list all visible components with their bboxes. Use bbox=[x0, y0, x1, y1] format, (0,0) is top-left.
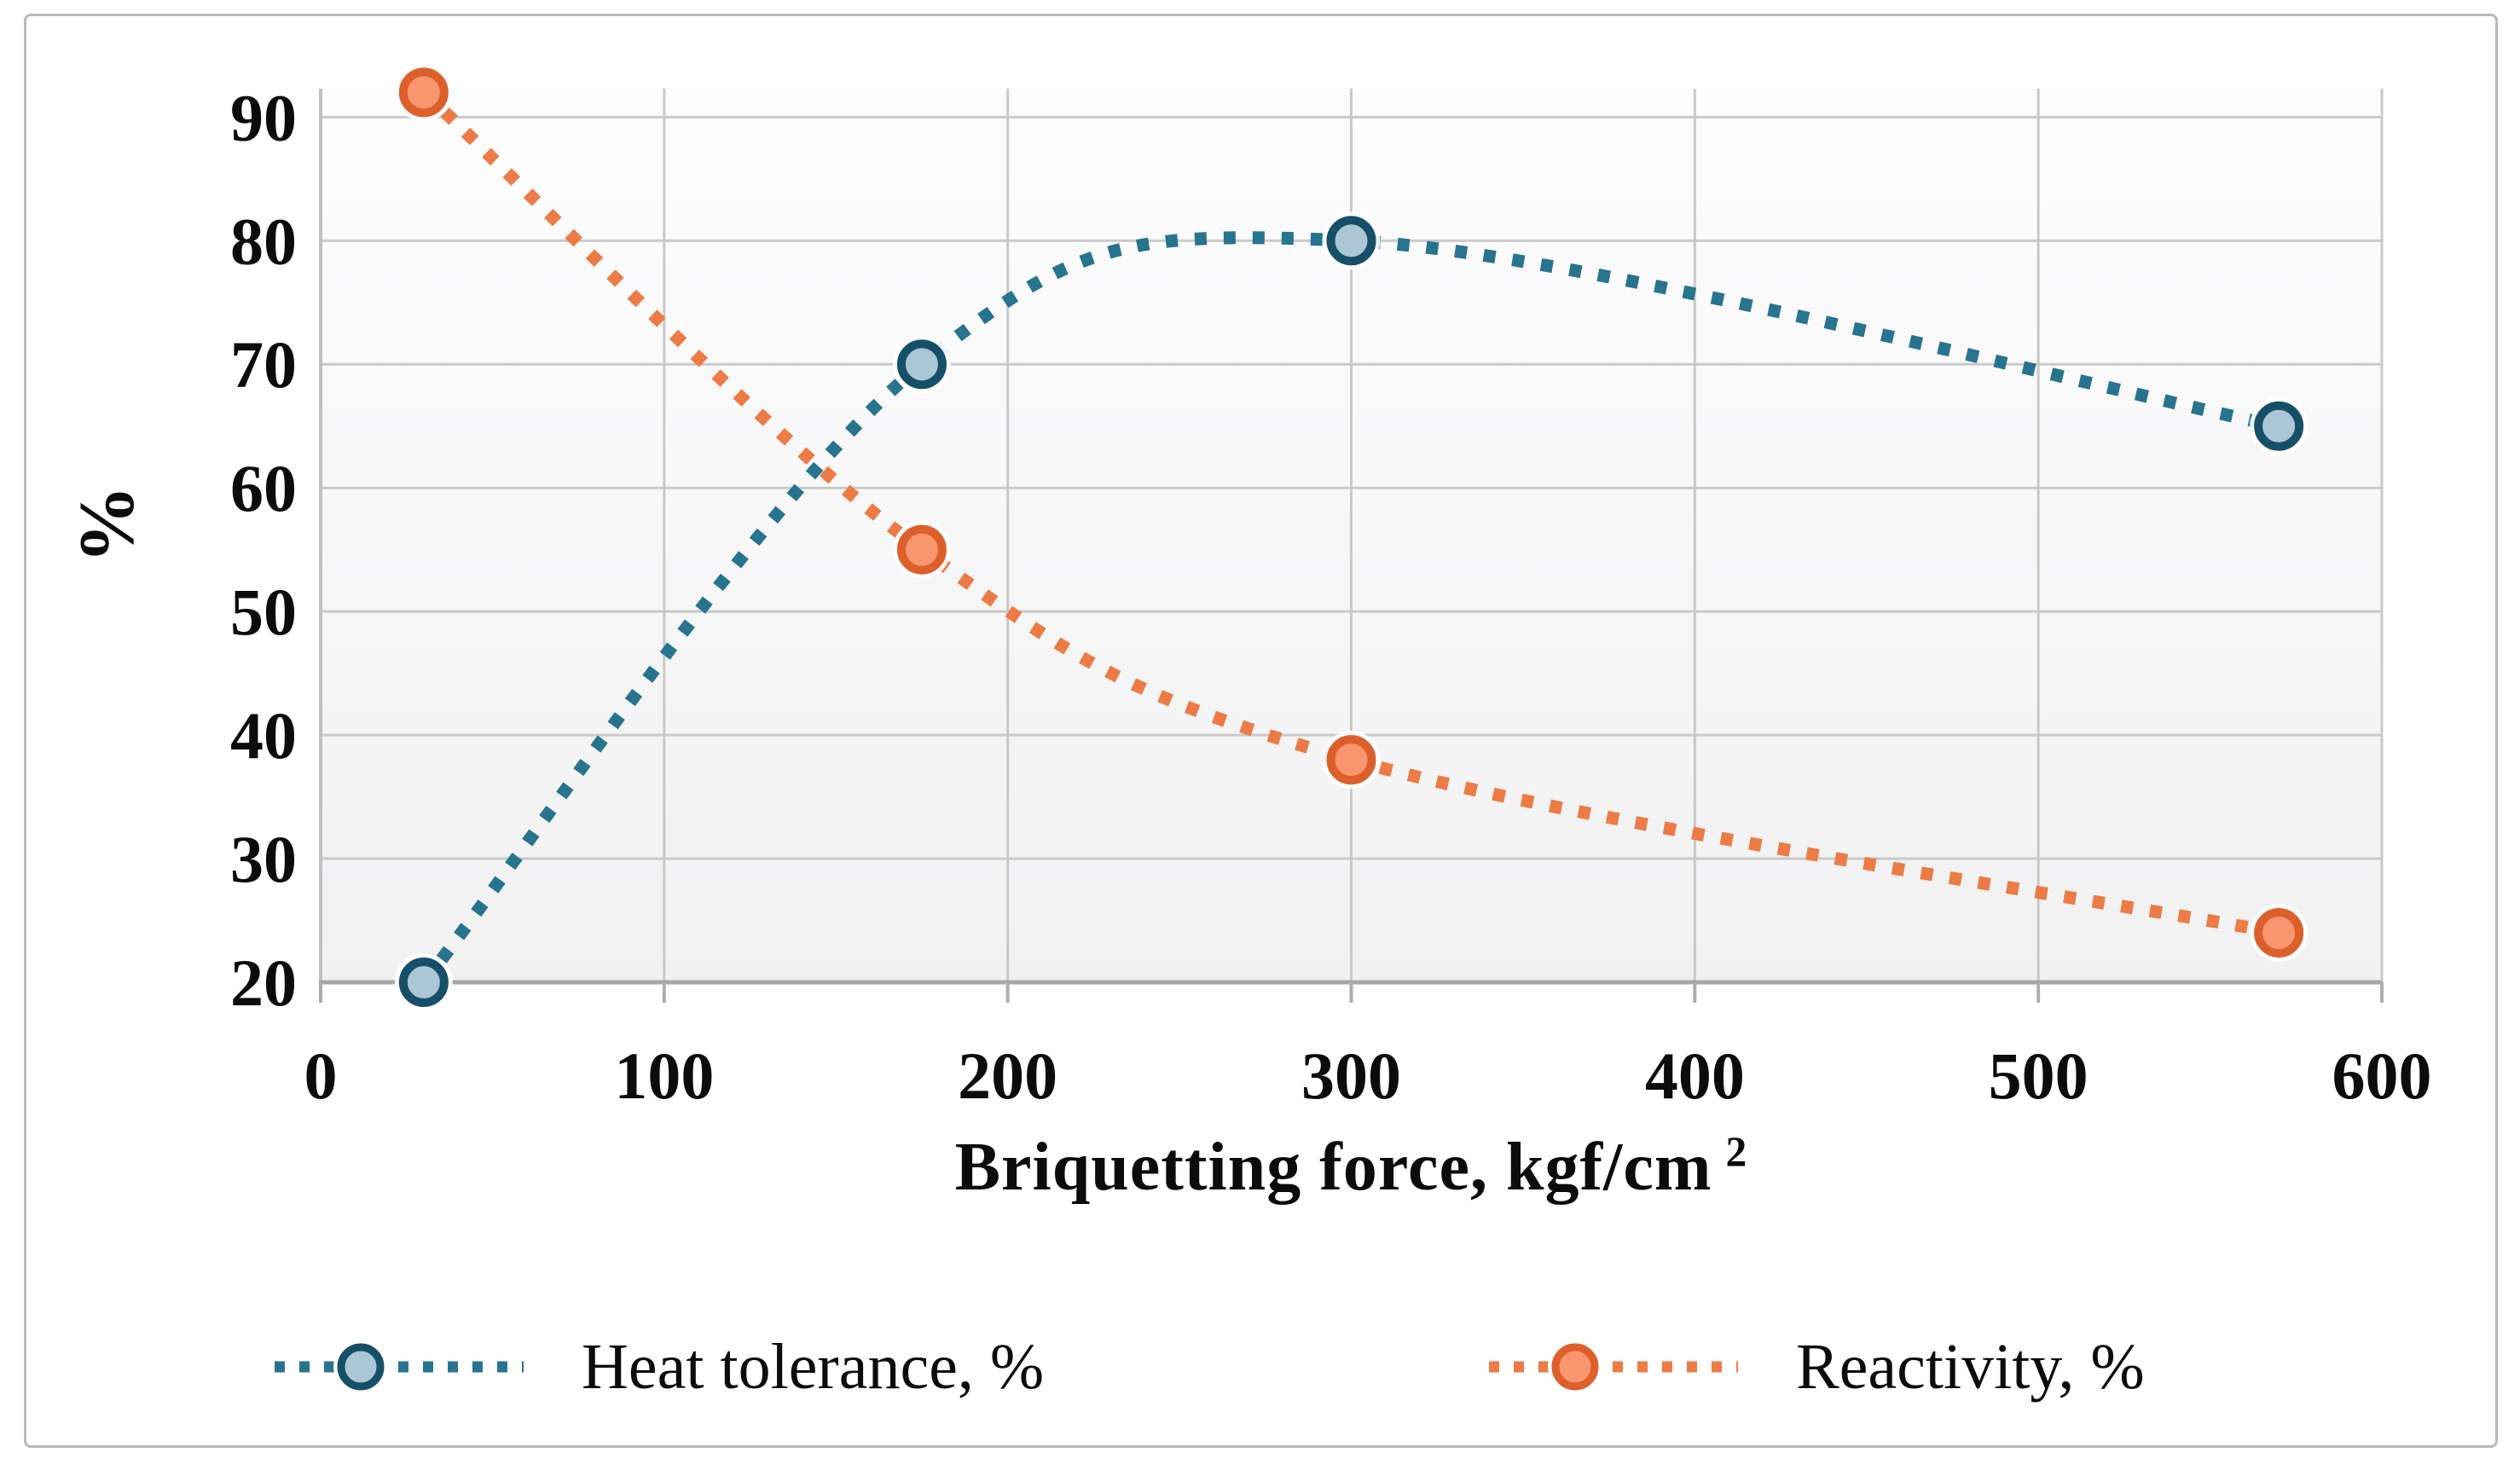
y-tick-label: 40 bbox=[230, 698, 297, 773]
legend-marker-heat-tolerance-icon bbox=[275, 1340, 524, 1394]
data-point-reactivity-x570 bbox=[2254, 908, 2304, 958]
data-point-heat-tolerance-x300 bbox=[1326, 216, 1376, 266]
y-tick-label: 90 bbox=[230, 80, 297, 154]
y-tick-label: 20 bbox=[230, 946, 297, 1020]
x-tick-label: 0 bbox=[304, 1039, 338, 1113]
x-tick-label: 100 bbox=[614, 1039, 714, 1113]
legend-entry-heat-tolerance: Heat tolerance, % bbox=[271, 1316, 1044, 1418]
series-line-heat-tolerance bbox=[419, 231, 2280, 987]
y-tick-label: 30 bbox=[230, 822, 297, 896]
legend-marker-circle bbox=[337, 1343, 385, 1391]
legend-entry-reactivity: Reactivity, % bbox=[1486, 1316, 2145, 1418]
legend-label-reactivity: Reactivity, % bbox=[1796, 1330, 2145, 1403]
x-tick-label: 300 bbox=[1301, 1039, 1401, 1113]
data-point-heat-tolerance-x175 bbox=[896, 339, 947, 390]
x-tick-label: 500 bbox=[1989, 1039, 2088, 1113]
x-tick-label: 400 bbox=[1645, 1039, 1745, 1113]
y-axis-title-text: % bbox=[63, 485, 150, 564]
legend-marker-circle bbox=[1551, 1343, 1599, 1391]
x-axis-title-text: Briquetting force, kgf/cm bbox=[954, 1130, 1712, 1205]
y-tick-label: 80 bbox=[230, 204, 297, 278]
y-tick-label: 50 bbox=[230, 575, 297, 649]
data-point-reactivity-x300 bbox=[1326, 735, 1376, 785]
y-axis-title: % bbox=[43, 452, 171, 597]
x-axis-title-superscript: 2 bbox=[1725, 1128, 1748, 1175]
data-point-heat-tolerance-x570 bbox=[2254, 401, 2304, 451]
legend-marker-reactivity-icon bbox=[1489, 1340, 1738, 1394]
series-line-reactivity bbox=[419, 87, 2280, 940]
y-tick-label: 60 bbox=[230, 451, 297, 525]
x-axis-title: Briquetting force, kgf/cm 2 bbox=[321, 1127, 2382, 1207]
x-tick-label: 600 bbox=[2332, 1039, 2432, 1113]
data-point-reactivity-x175 bbox=[896, 524, 947, 575]
x-tick-label: 200 bbox=[958, 1039, 1057, 1113]
data-point-reactivity-x30 bbox=[398, 67, 449, 118]
data-point-heat-tolerance-x30 bbox=[398, 958, 449, 1007]
y-tick-label: 70 bbox=[230, 327, 297, 402]
legend-label-heat-tolerance: Heat tolerance, % bbox=[582, 1330, 1045, 1403]
